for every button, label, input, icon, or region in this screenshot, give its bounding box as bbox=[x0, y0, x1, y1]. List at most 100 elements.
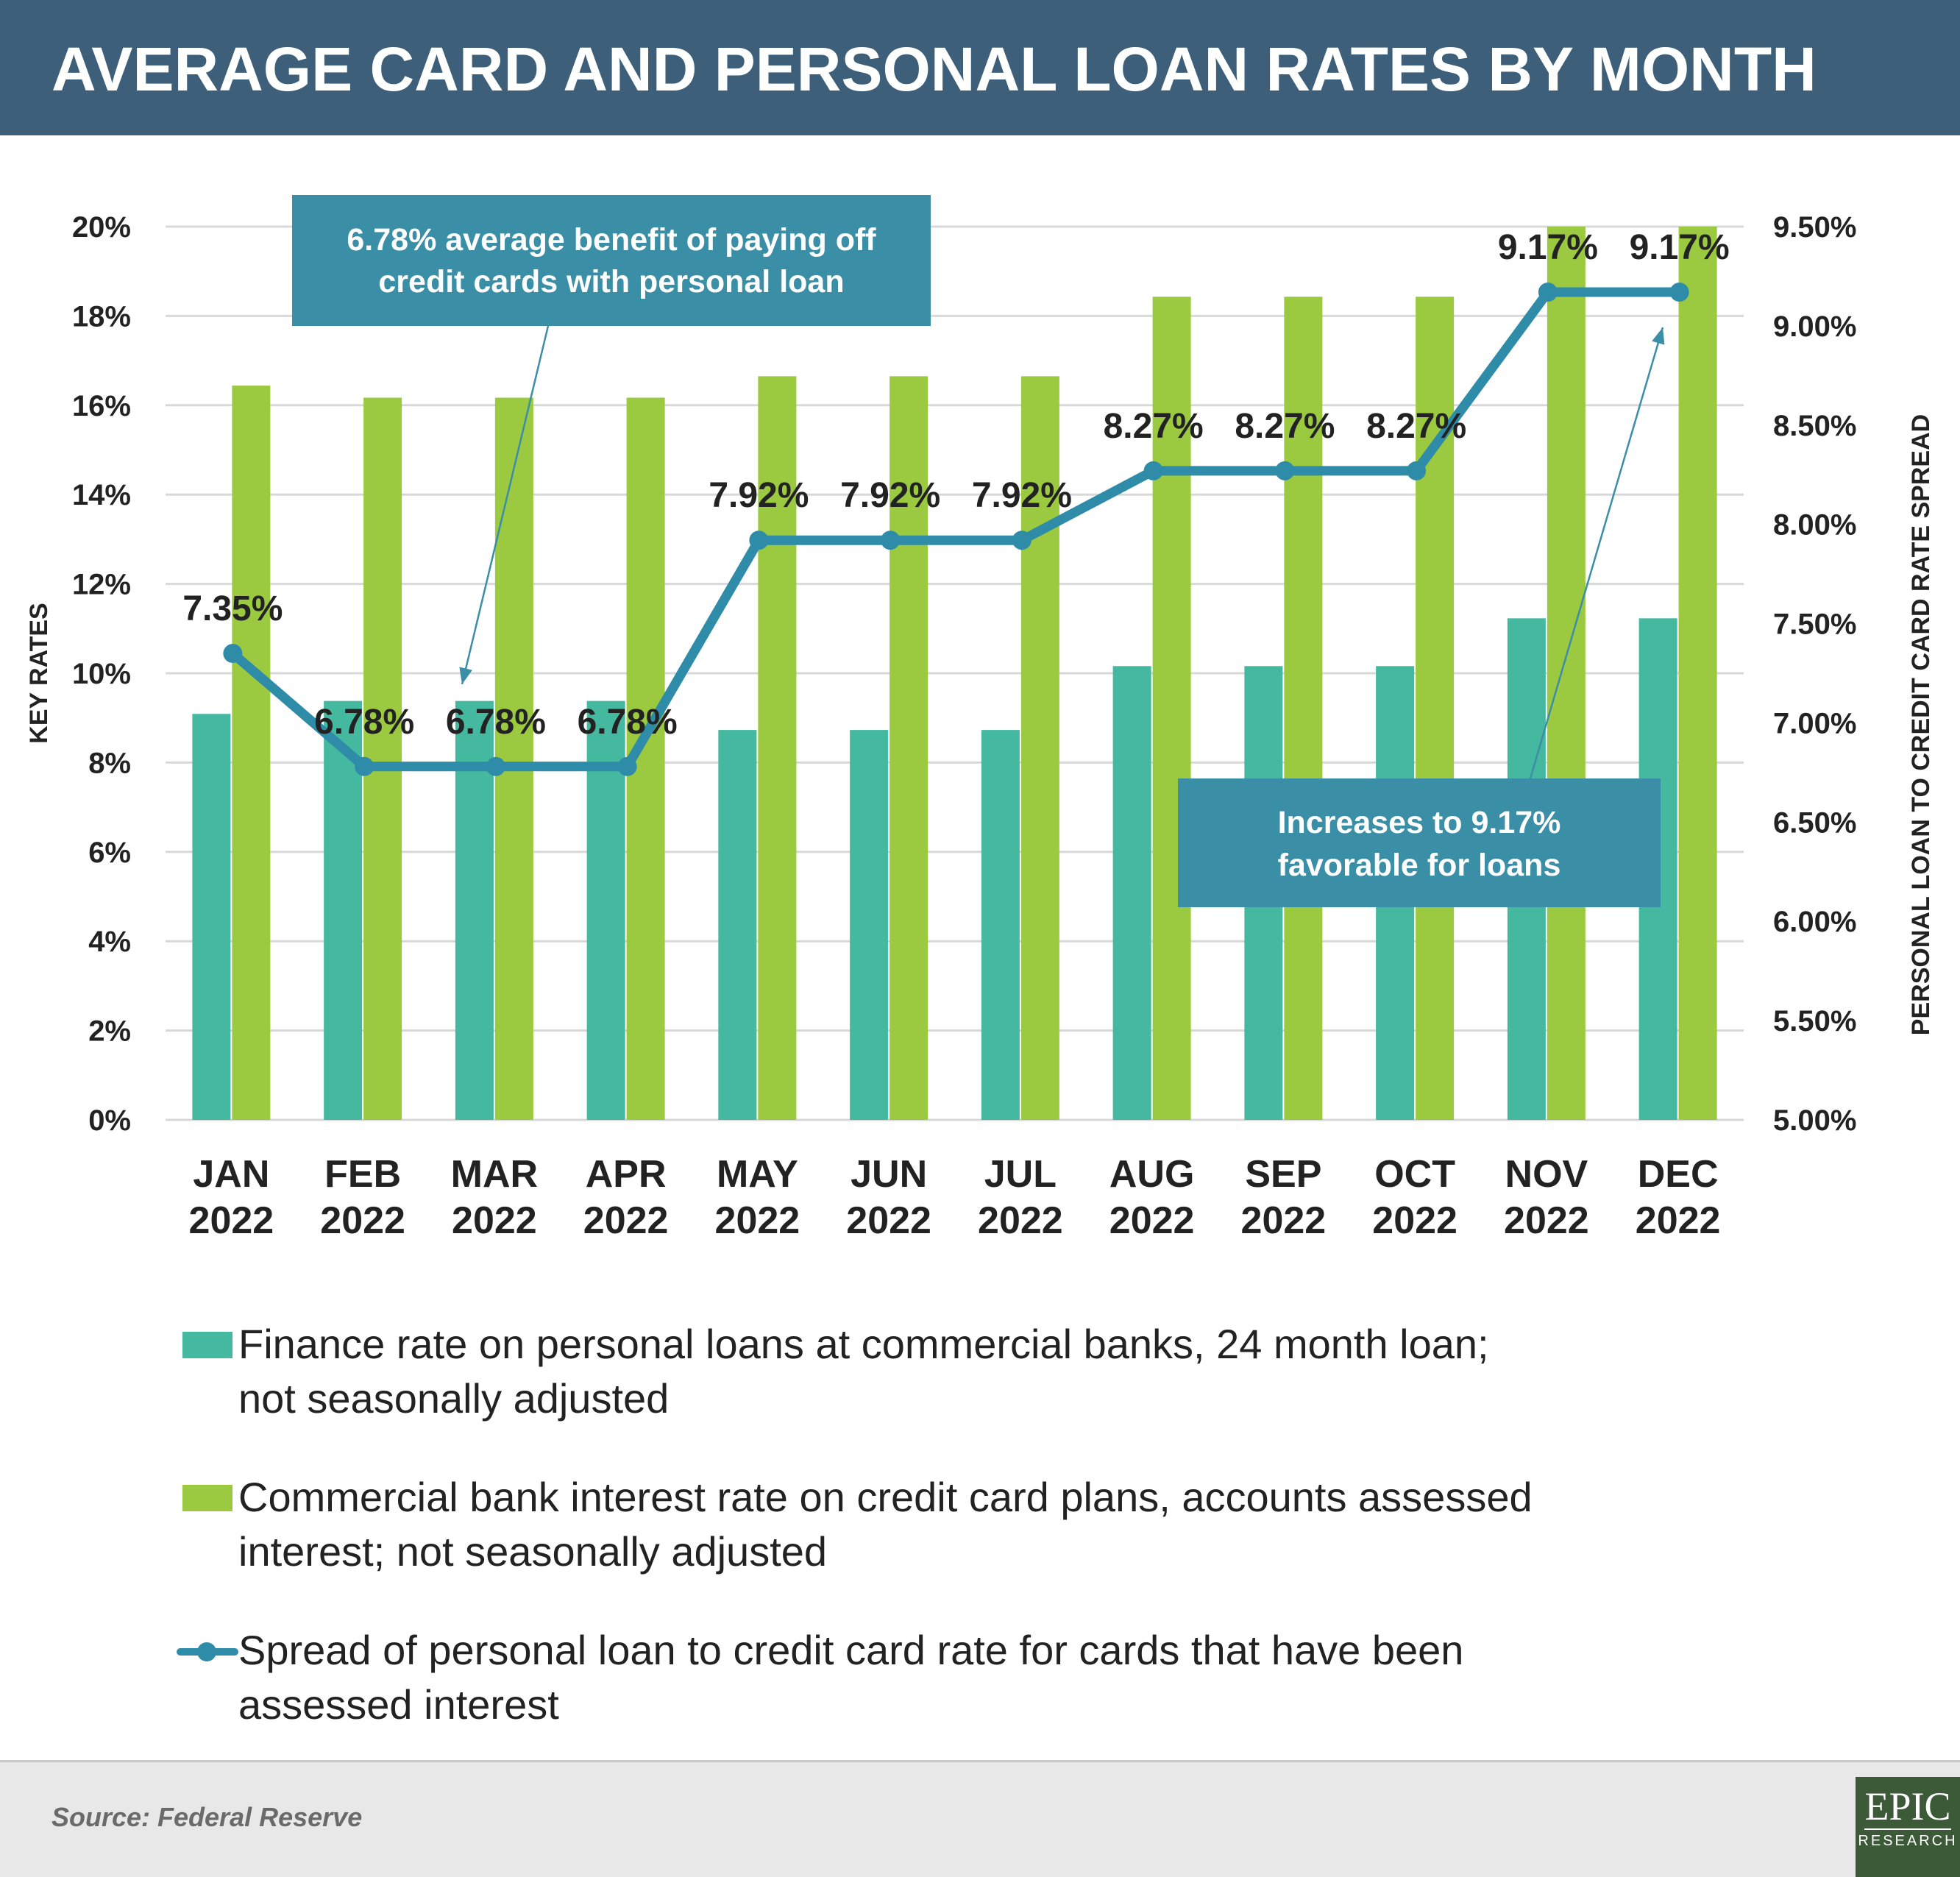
x-tick-label: OCT bbox=[1374, 1153, 1455, 1196]
y2-tick-label: 7.00% bbox=[1773, 707, 1856, 739]
y-tick-label: 20% bbox=[72, 211, 131, 244]
bar-credit-card bbox=[1678, 227, 1717, 1120]
y-tick-label: 6% bbox=[88, 837, 131, 869]
x-tick-label: FEB bbox=[324, 1153, 401, 1196]
spread-point bbox=[223, 644, 243, 664]
spread-data-label: 6.78% bbox=[578, 703, 678, 742]
chart-area: 0% 2% 4% 6% 8% 10% 12% 14% 16% 18% 20% 5.00% 5.50% 6.… bbox=[25, 195, 1935, 1242]
logo-rule bbox=[1864, 1828, 1951, 1830]
spread-data-label: 8.27% bbox=[1104, 407, 1204, 446]
y-tick-label: 16% bbox=[72, 390, 131, 422]
callout-text-benefit: 6.78% average benefit of paying off bbox=[347, 222, 876, 258]
y2-tick-label: 8.00% bbox=[1773, 509, 1856, 542]
bars bbox=[192, 227, 1717, 1121]
x-tick-label: 2022 bbox=[1504, 1199, 1589, 1242]
spread-data-label: 6.78% bbox=[314, 703, 414, 742]
chart-header: AVERAGE CARD AND PERSONAL LOAN RATES BY … bbox=[0, 0, 1960, 135]
legend: Finance rate on personal loans at commer… bbox=[177, 1317, 1795, 1776]
x-tick-label: 2022 bbox=[1241, 1199, 1327, 1242]
x-tick-label: AUG bbox=[1109, 1153, 1195, 1196]
callout-box-benefit bbox=[292, 195, 931, 326]
y2-tick-label: 5.50% bbox=[1773, 1005, 1856, 1037]
spread-data-label: 7.35% bbox=[182, 589, 283, 628]
spread-point bbox=[486, 756, 505, 776]
legend-label-credit-card-line2: interest; not seasonally adjusted bbox=[238, 1528, 828, 1575]
legend-label-personal-loan-line2: not seasonally adjusted bbox=[238, 1375, 670, 1422]
spread-point bbox=[881, 531, 901, 550]
spread-line bbox=[223, 283, 1689, 776]
y-tick-label: 14% bbox=[72, 479, 131, 511]
spread-data-label: 6.78% bbox=[446, 703, 546, 742]
legend-item-spread: Spread of personal loan to credit card r… bbox=[177, 1623, 1795, 1732]
chart-title: AVERAGE CARD AND PERSONAL LOAN RATES BY … bbox=[52, 35, 1817, 104]
y2-axis-title: PERSONAL LOAN TO CREDIT CARD RATE SPREAD bbox=[1907, 414, 1935, 1035]
data-labels: 7.35% 6.78% 6.78% 6.78% 7.92% 7.92% 7.92% 8.27%… bbox=[182, 228, 1729, 742]
x-tick-label: 2022 bbox=[583, 1199, 669, 1242]
callout-arrow-increase-head bbox=[1652, 327, 1665, 345]
x-tick-label: 2022 bbox=[846, 1199, 931, 1242]
y2-tick-label: 6.50% bbox=[1773, 806, 1856, 839]
legend-label-spread-line1: Spread of personal loan to credit card r… bbox=[238, 1627, 1464, 1673]
x-tick-label: 2022 bbox=[452, 1199, 537, 1242]
bar-personal-loan bbox=[981, 730, 1020, 1120]
x-tick-label: 2022 bbox=[189, 1199, 274, 1242]
y-tick-label: 18% bbox=[72, 300, 131, 333]
y-tick-label: 2% bbox=[88, 1015, 131, 1048]
logo-research-text: RESEARCH bbox=[1858, 1833, 1958, 1849]
bar-personal-loan bbox=[718, 730, 757, 1120]
legend-item-credit-card: Commercial bank interest rate on credit … bbox=[177, 1470, 1795, 1579]
legend-swatch-personal-loan bbox=[182, 1332, 232, 1358]
x-tick-label: 2022 bbox=[1109, 1199, 1195, 1242]
x-tick-label: NOV bbox=[1505, 1153, 1588, 1196]
spread-data-label: 7.92% bbox=[709, 476, 809, 515]
bar-credit-card bbox=[1284, 297, 1323, 1120]
spread-point bbox=[1669, 283, 1689, 302]
y-tick-label: 10% bbox=[72, 658, 131, 690]
spread-point bbox=[1275, 461, 1295, 480]
spread-point bbox=[749, 531, 769, 550]
spread-data-label: 8.27% bbox=[1235, 407, 1335, 446]
x-tick-label: MAY bbox=[717, 1153, 798, 1196]
legend-label-personal-loan-line1: Finance rate on personal loans at commer… bbox=[238, 1321, 1489, 1367]
callout-arrow-increase bbox=[1529, 327, 1664, 779]
callout-arrow-benefit bbox=[461, 325, 550, 685]
axes: 0% 2% 4% 6% 8% 10% 12% 14% 16% 18% 20% 5.00% 5.50% 6.… bbox=[25, 211, 1935, 1242]
x-tick-label: SEP bbox=[1245, 1153, 1321, 1196]
callout-text-increase: favorable for loans bbox=[1278, 848, 1561, 883]
x-tick-label: JUL bbox=[984, 1153, 1057, 1196]
legend-label-spread-line2: assessed interest bbox=[238, 1681, 559, 1728]
y-tick-label: 12% bbox=[72, 569, 131, 601]
x-tick-label: MAR bbox=[451, 1153, 538, 1196]
spread-point bbox=[617, 756, 637, 776]
x-tick-label: 2022 bbox=[715, 1199, 800, 1242]
callouts: 6.78% average benefit of paying off credi… bbox=[292, 195, 1665, 907]
spread-point bbox=[1012, 531, 1032, 550]
spread-data-label: 7.92% bbox=[972, 476, 1072, 515]
x-tick-label: 2022 bbox=[1372, 1199, 1457, 1242]
spread-point bbox=[355, 756, 374, 776]
bar-credit-card bbox=[363, 397, 402, 1120]
x-tick-label: 2022 bbox=[1636, 1199, 1721, 1242]
y2-tick-label: 8.50% bbox=[1773, 410, 1856, 442]
spread-data-label: 9.17% bbox=[1630, 228, 1730, 267]
bar-credit-card bbox=[232, 386, 271, 1120]
y2-tick-label: 7.50% bbox=[1773, 608, 1856, 641]
x-tick-label: DEC bbox=[1638, 1153, 1719, 1196]
epic-research-logo: EPIC RESEARCH bbox=[1856, 1777, 1960, 1877]
y2-tick-label: 9.50% bbox=[1773, 211, 1856, 244]
callout-text-benefit: credit cards with personal loan bbox=[378, 264, 844, 299]
y2-tick-label: 9.00% bbox=[1773, 311, 1856, 343]
y-tick-label: 0% bbox=[88, 1104, 131, 1137]
bar-credit-card bbox=[890, 376, 928, 1121]
legend-item-personal-loan: Finance rate on personal loans at commer… bbox=[177, 1317, 1795, 1426]
legend-swatch-spread-dot bbox=[197, 1642, 216, 1661]
spread-point bbox=[1407, 461, 1427, 480]
bar-credit-card bbox=[758, 376, 797, 1121]
gridlines bbox=[166, 225, 1744, 1121]
bar-personal-loan bbox=[192, 714, 231, 1120]
callout-arrow-benefit-head bbox=[459, 667, 472, 684]
spread-point bbox=[1538, 283, 1558, 302]
footer: Source: Federal Reserve EPIC RESEARCH bbox=[0, 1760, 1960, 1877]
bar-credit-card bbox=[1152, 297, 1191, 1120]
y2-tick-label: 6.00% bbox=[1773, 906, 1856, 938]
